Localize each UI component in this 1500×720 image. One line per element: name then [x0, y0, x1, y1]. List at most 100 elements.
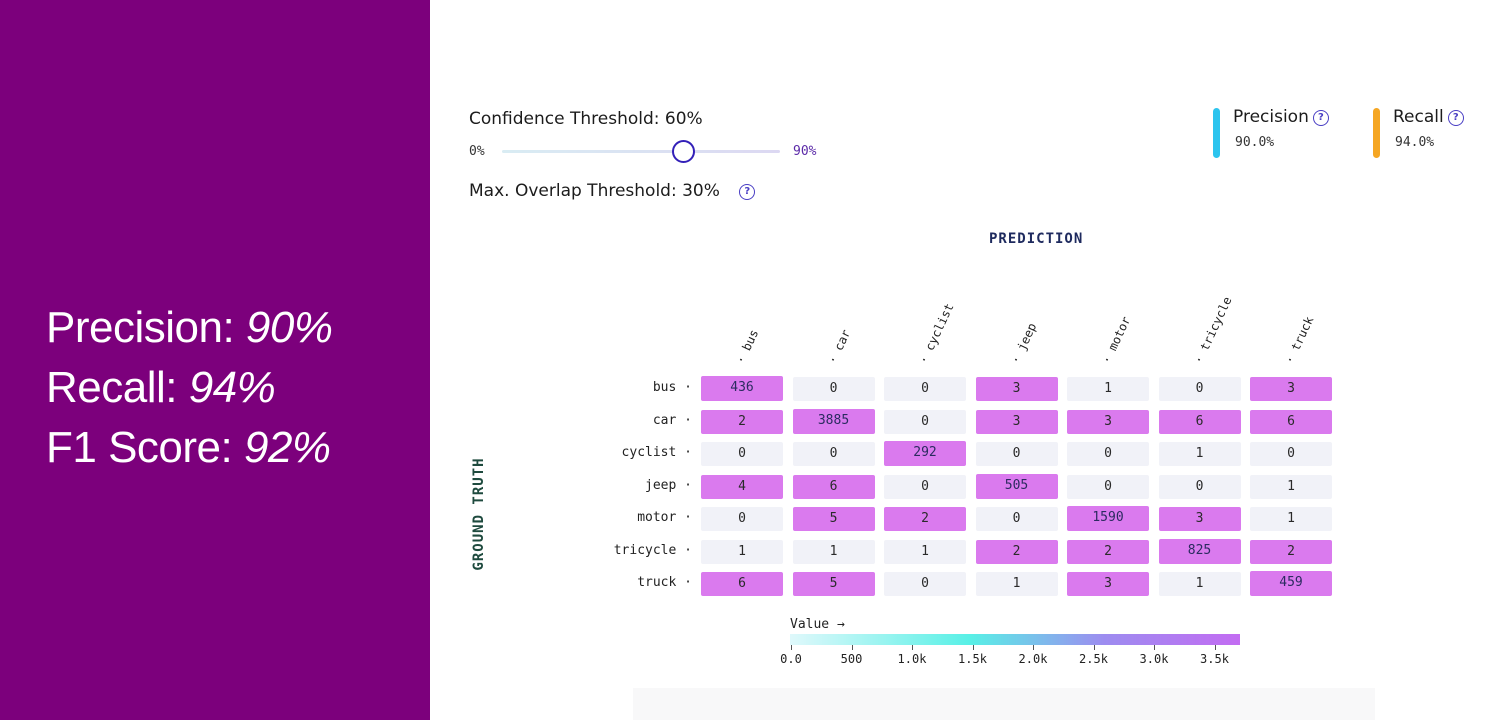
- row-label-bus: bus ·: [652, 380, 692, 395]
- summary-panel: Precision: 90% Recall: 94% F1 Score: 92%: [0, 0, 430, 720]
- matrix-cell[interactable]: 0: [1158, 377, 1241, 401]
- colorbar-tickmark: [1033, 645, 1034, 650]
- matrix-cell[interactable]: 1: [1250, 507, 1332, 531]
- matrix-cell[interactable]: 0: [1158, 474, 1241, 499]
- colorbar: [790, 634, 1240, 645]
- colorbar-tick-label: 0.0: [780, 652, 802, 666]
- matrix-cell[interactable]: 436: [701, 376, 783, 401]
- matrix-cell[interactable]: 0: [1067, 442, 1149, 466]
- matrix-cell[interactable]: 505: [975, 473, 1058, 499]
- colorbar-tick-label: 2.0k: [1018, 652, 1048, 666]
- matrix-cell[interactable]: 4: [701, 474, 783, 499]
- precision-help-icon[interactable]: ?: [1312, 110, 1329, 126]
- ground-truth-axis-title: GROUND TRUTH: [471, 457, 487, 571]
- confidence-threshold-label: Confidence Threshold: 60%: [469, 109, 703, 129]
- matrix-cell[interactable]: 1: [1158, 572, 1241, 596]
- colorbar-tickmark: [791, 645, 792, 650]
- matrix-cell[interactable]: 459: [1250, 571, 1332, 596]
- matrix-cell[interactable]: 0: [1250, 442, 1332, 466]
- colorbar-tick-label: 1.5k: [958, 652, 987, 666]
- recall-summary: Recall: 94%: [46, 363, 276, 412]
- matrix-cell[interactable]: 3: [975, 409, 1058, 434]
- recall-legend-value: 94.0%: [1395, 135, 1435, 150]
- matrix-cell[interactable]: 1: [884, 539, 966, 564]
- precision-summary: Precision: 90%: [46, 303, 333, 352]
- prediction-axis-title: PREDICTION: [989, 231, 1084, 247]
- matrix-cell[interactable]: 2: [701, 409, 783, 434]
- matrix-cell[interactable]: 0: [884, 474, 966, 499]
- matrix-cell[interactable]: 5: [792, 572, 875, 596]
- matrix-cell[interactable]: 1: [701, 539, 783, 564]
- matrix-cell[interactable]: 2: [1067, 539, 1149, 564]
- matrix-cell[interactable]: 1: [975, 572, 1058, 596]
- matrix-cell[interactable]: 0: [701, 442, 783, 466]
- matrix-cell[interactable]: 6: [701, 572, 783, 596]
- matrix-cell[interactable]: 1590: [1067, 506, 1149, 531]
- row-label-car: car ·: [652, 412, 692, 428]
- colorbar-title: Value →: [790, 617, 845, 632]
- recall-help-icon[interactable]: ?: [1447, 110, 1464, 126]
- matrix-cell[interactable]: 0: [1067, 474, 1149, 499]
- colorbar-tickmark: [1154, 645, 1155, 650]
- matrix-cell[interactable]: 2: [975, 539, 1058, 564]
- overlap-help-icon[interactable]: ?: [739, 184, 756, 200]
- confidence-slider-handle[interactable]: [672, 140, 695, 163]
- matrix-cell[interactable]: 0: [701, 507, 783, 531]
- matrix-cell[interactable]: 3: [1067, 572, 1149, 596]
- bottom-panel: [633, 688, 1375, 720]
- matrix-cell[interactable]: 0: [884, 572, 966, 596]
- precision-legend-title: Precision?: [1233, 107, 1329, 127]
- panel-top-area: [430, 0, 1500, 88]
- matrix-cell[interactable]: 0: [975, 442, 1058, 466]
- colorbar-tick-label: 1.0k: [897, 652, 927, 666]
- overlap-threshold-text: Max. Overlap Threshold: 30%: [469, 181, 720, 201]
- matrix-cell[interactable]: 0: [884, 377, 966, 401]
- colorbar-tick-label: 3.0k: [1139, 652, 1169, 666]
- colorbar-tick-label: 2.5k: [1079, 652, 1108, 666]
- summary-metrics: Precision: 90% Recall: 94% F1 Score: 92%: [46, 298, 333, 478]
- colorbar-tickmark: [912, 645, 913, 650]
- matrix-cell[interactable]: 825: [1158, 538, 1241, 564]
- precision-summary-value: 90%: [245, 303, 333, 352]
- matrix-cell[interactable]: 6: [1250, 409, 1332, 434]
- colorbar-tick-label: 500: [840, 652, 863, 666]
- colorbar-tickmark: [1093, 645, 1095, 650]
- matrix-cell[interactable]: 6: [1158, 409, 1241, 434]
- f1-summary-value: 92%: [243, 423, 331, 472]
- matrix-cell[interactable]: 5: [792, 507, 875, 531]
- matrix-cell[interactable]: 1: [1067, 377, 1149, 401]
- overlap-threshold-label: Max. Overlap Threshold: 30% ?: [469, 181, 756, 201]
- matrix-cell[interactable]: 2: [884, 507, 966, 531]
- recall-legend-title: Recall?: [1393, 107, 1464, 127]
- matrix-cell[interactable]: 1: [1250, 474, 1332, 499]
- matrix-cell[interactable]: 0: [884, 409, 966, 434]
- matrix-cell[interactable]: 3: [1067, 409, 1149, 434]
- slider-max-label: 90%: [793, 144, 817, 159]
- matrix-cell[interactable]: 3: [1250, 377, 1332, 401]
- recall-summary-value: 94%: [188, 363, 276, 412]
- colorbar-tickmark: [851, 645, 853, 650]
- slider-min-label: 0%: [469, 144, 485, 159]
- row-label-truck: truck ·: [637, 575, 692, 590]
- matrix-cell[interactable]: 3885: [792, 408, 875, 434]
- row-label-cyclist: cyclist ·: [621, 445, 692, 460]
- recall-legend-bar: [1373, 108, 1380, 158]
- matrix-cell[interactable]: 1: [792, 539, 875, 564]
- matrix-cell[interactable]: 3: [975, 377, 1058, 401]
- row-label-jeep: jeep ·: [645, 477, 692, 493]
- colorbar-tick-label: 3.5k: [1200, 652, 1229, 666]
- row-label-tricycle: tricycle ·: [613, 542, 692, 558]
- confidence-slider-track[interactable]: [502, 150, 780, 153]
- f1-summary: F1 Score: 92%: [46, 423, 331, 472]
- matrix-cell[interactable]: 0: [975, 507, 1058, 531]
- matrix-cell[interactable]: 0: [792, 377, 875, 401]
- colorbar-tickmark: [972, 645, 974, 650]
- matrix-cell[interactable]: 6: [792, 474, 875, 499]
- matrix-cell[interactable]: 2: [1250, 539, 1332, 564]
- matrix-cell[interactable]: 1: [1158, 442, 1241, 466]
- row-label-motor: motor ·: [637, 510, 692, 525]
- colorbar-tickmark: [1214, 645, 1216, 650]
- matrix-cell[interactable]: 292: [884, 441, 966, 466]
- matrix-cell[interactable]: 0: [792, 442, 875, 466]
- matrix-cell[interactable]: 3: [1158, 507, 1241, 531]
